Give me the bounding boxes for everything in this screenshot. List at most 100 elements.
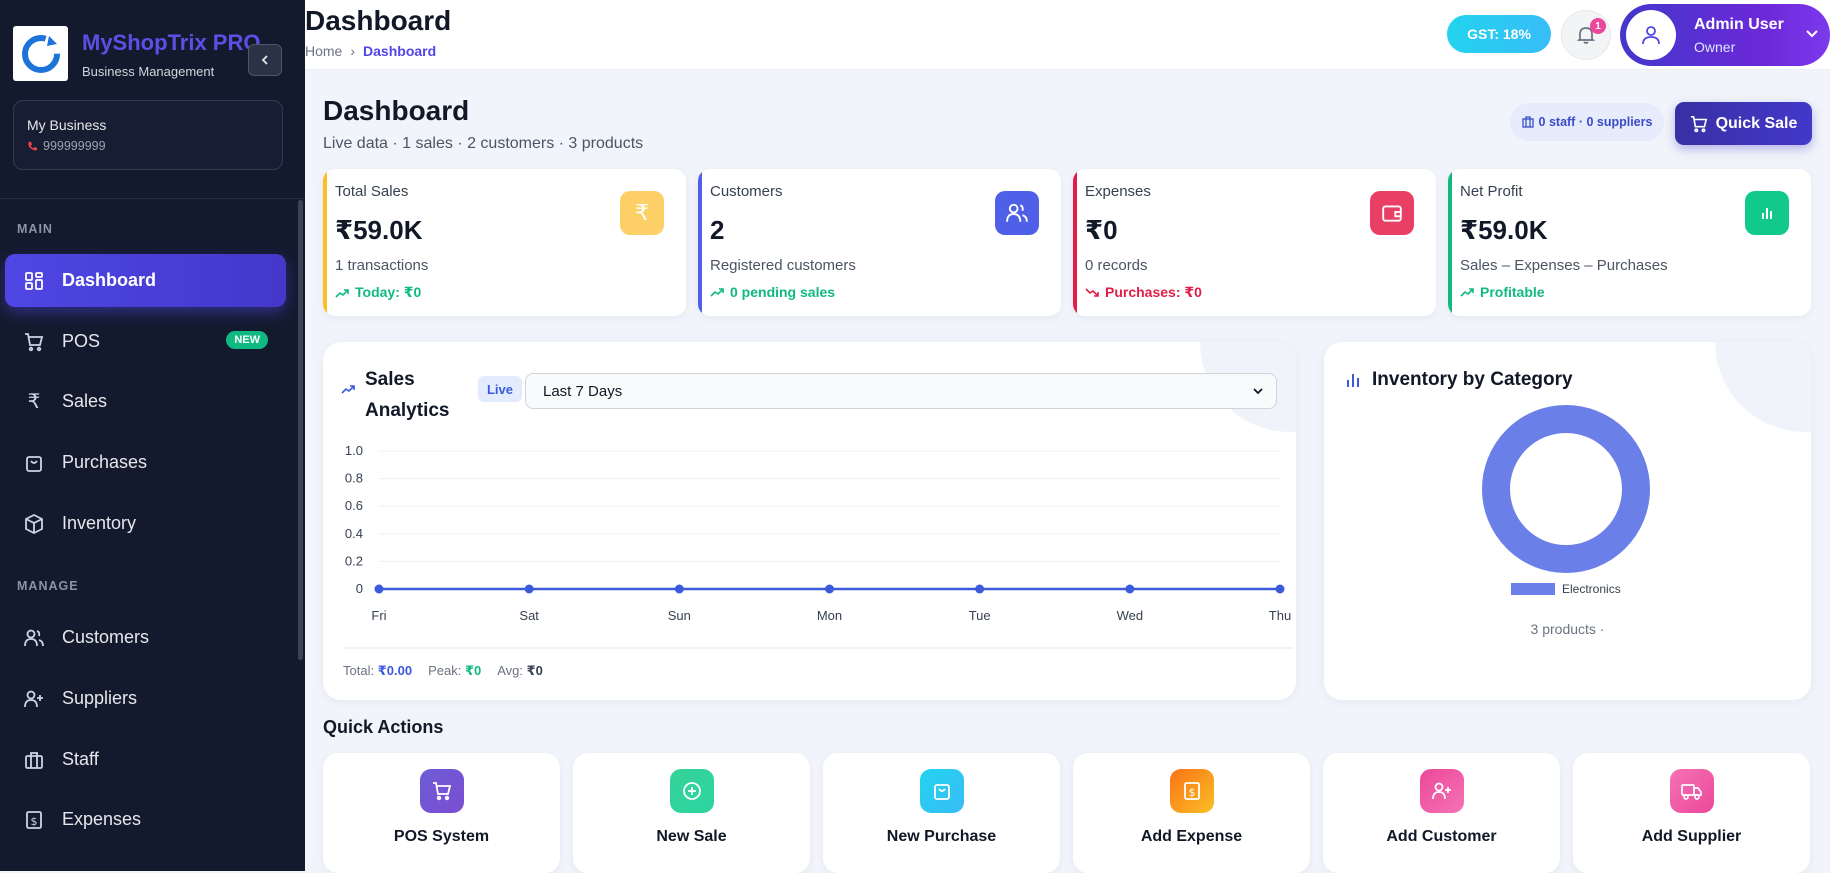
- sidebar-item-dashboard[interactable]: Dashboard: [5, 254, 286, 307]
- data-point: [1275, 584, 1285, 594]
- section-label-main: MAIN: [17, 222, 53, 236]
- bag-icon: [23, 452, 45, 474]
- chart-legend[interactable]: Electronics: [1511, 582, 1621, 596]
- trend-up-icon: [710, 288, 724, 297]
- quick-action-new-purchase[interactable]: New Purchase: [823, 753, 1060, 873]
- bar-chart-icon: [1347, 374, 1359, 387]
- truck-icon: [1670, 769, 1714, 813]
- rupee-icon: ₹: [27, 391, 41, 413]
- quick-action-add-customer[interactable]: Add Customer: [1323, 753, 1560, 873]
- x-tick-label: Wed: [1117, 608, 1144, 623]
- gst-badge[interactable]: GST: 18%: [1447, 15, 1551, 53]
- cart-icon: [1690, 115, 1707, 132]
- stat-trend: Profitable: [1460, 284, 1545, 300]
- sidebar-item-label: Sales: [62, 391, 108, 411]
- quick-action-pos-system[interactable]: POS System: [323, 753, 560, 873]
- date-range-select[interactable]: Last 7 Days: [525, 373, 1277, 409]
- quick-sale-button[interactable]: Quick Sale: [1675, 102, 1812, 145]
- section-label-manage: MANAGE: [17, 579, 79, 593]
- stat-accent-bar: [323, 169, 327, 316]
- quick-action-add-expense[interactable]: $ Add Expense: [1073, 753, 1310, 873]
- bell-icon: [1576, 27, 1596, 44]
- stat-card-net-profit[interactable]: Net Profit ₹59.0K Sales – Expenses – Pur…: [1448, 169, 1811, 316]
- live-badge: Live: [478, 376, 522, 402]
- sidebar-item-label: Expenses: [62, 809, 142, 829]
- y-tick-label: 0: [356, 581, 363, 596]
- quick-action-label: New Sale: [656, 828, 727, 845]
- trend-up-icon: [341, 385, 355, 394]
- new-badge: NEW: [226, 331, 268, 349]
- notifications-button[interactable]: 1: [1561, 10, 1611, 60]
- breadcrumb-separator: ›: [350, 43, 356, 59]
- quick-action-add-supplier[interactable]: Add Supplier: [1573, 753, 1810, 873]
- sidebar-item-sales[interactable]: ₹ Sales: [5, 375, 286, 428]
- stat-label: Net Profit: [1460, 183, 1523, 200]
- stat-trend: Today: ₹0: [335, 284, 421, 301]
- summary-avg-value: ₹0: [526, 663, 543, 678]
- sidebar-collapse-button[interactable]: [248, 44, 282, 76]
- sidebar-scrollbar[interactable]: [298, 200, 303, 660]
- sidebar-item-label: Staff: [62, 749, 99, 769]
- x-tick-label: Thu: [1269, 608, 1291, 623]
- user-plus-icon: [1420, 769, 1464, 813]
- breadcrumb-home[interactable]: Home: [305, 43, 343, 59]
- x-tick-label: Sat: [519, 608, 539, 623]
- data-point: [524, 584, 534, 594]
- stat-description: 0 records: [1085, 257, 1148, 274]
- stat-accent-bar: [1448, 169, 1452, 316]
- brand-logo[interactable]: [13, 26, 68, 81]
- bag-icon: [920, 769, 964, 813]
- stat-label: Customers: [710, 183, 783, 200]
- sidebar-item-expenses[interactable]: $ Expenses: [5, 793, 286, 846]
- sidebar-item-staff[interactable]: Staff: [5, 733, 286, 786]
- stat-card-customers[interactable]: Customers 2 Registered customers 0 pendi…: [698, 169, 1061, 316]
- sidebar-item-purchases[interactable]: Purchases: [5, 436, 286, 489]
- stat-description: Registered customers: [710, 257, 856, 274]
- header-title: Dashboard: [305, 5, 452, 36]
- y-tick-label: 0.8: [345, 471, 363, 486]
- sales-analytics-panel: Sales Analytics Live Last 7 Days 0 0.2 0.4…: [323, 342, 1296, 700]
- refresh-logo-icon: [21, 34, 60, 73]
- top-bar: Dashboard Home › Dashboard GST: 18% 1 Ad…: [305, 0, 1830, 70]
- data-point: [1125, 584, 1135, 594]
- chevron-down-icon: [1806, 30, 1818, 38]
- sidebar-item-customers[interactable]: Customers: [5, 611, 286, 664]
- rupee-icon: ₹: [620, 191, 664, 235]
- stat-card-total-sales[interactable]: Total Sales ₹59.0K 1 transactions Today:…: [323, 169, 686, 316]
- business-name: My Business: [27, 117, 107, 133]
- svg-text:$: $: [1189, 786, 1196, 799]
- user-menu[interactable]: Admin User Owner: [1620, 4, 1830, 66]
- staff-summary-badge[interactable]: 0 staff · 0 suppliers: [1510, 103, 1664, 141]
- legend-label: Electronics: [1562, 582, 1621, 596]
- receipt-icon: $: [1170, 769, 1214, 813]
- cart-icon: [420, 769, 464, 813]
- inventory-title: Inventory by Category: [1372, 369, 1573, 390]
- user-plus-icon: [23, 688, 45, 710]
- briefcase-icon: [23, 749, 45, 771]
- stat-trend: Purchases: ₹0: [1085, 284, 1202, 301]
- stat-value: 2: [710, 215, 725, 245]
- inventory-footer: 3 products ·: [1530, 621, 1605, 637]
- plus-circle-icon: [670, 769, 714, 813]
- stat-label: Expenses: [1085, 183, 1151, 200]
- sidebar-item-suppliers[interactable]: Suppliers: [5, 672, 286, 725]
- y-tick-label: 0.6: [345, 498, 363, 513]
- user-name: Admin User: [1694, 16, 1784, 33]
- sidebar: MyShopTrix PRO Business Management My Bu…: [0, 0, 305, 871]
- receipt-icon: $: [23, 809, 45, 831]
- stat-card-expenses[interactable]: Expenses ₹0 0 records Purchases: ₹0: [1073, 169, 1436, 316]
- data-point: [975, 584, 985, 594]
- date-range-value: Last 7 Days: [543, 382, 623, 400]
- summary-avg: Avg: ₹0: [497, 663, 543, 678]
- sidebar-item-pos[interactable]: POS NEW: [5, 315, 286, 368]
- x-tick-label: Fri: [371, 608, 386, 623]
- inventory-donut-chart: [1482, 405, 1650, 573]
- quick-action-label: Add Customer: [1386, 828, 1497, 845]
- quick-action-new-sale[interactable]: New Sale: [573, 753, 810, 873]
- quick-action-label: Add Supplier: [1641, 828, 1742, 845]
- stat-trend-text: 0 pending sales: [730, 284, 836, 300]
- summary-peak-value: ₹0: [464, 663, 482, 678]
- sidebar-item-label: Dashboard: [62, 270, 157, 290]
- business-card[interactable]: My Business 999999999: [13, 100, 283, 170]
- sidebar-item-inventory[interactable]: Inventory: [5, 497, 286, 550]
